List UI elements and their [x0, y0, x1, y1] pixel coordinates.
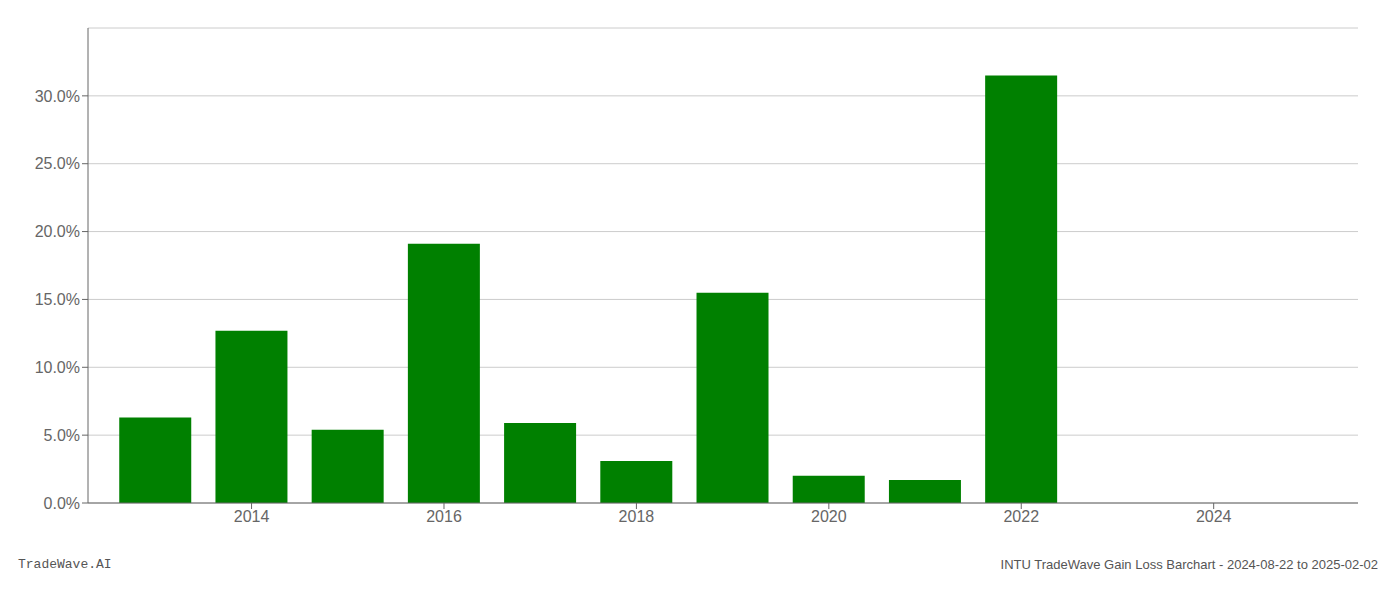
svg-text:2024: 2024	[1196, 508, 1232, 525]
svg-text:2018: 2018	[619, 508, 655, 525]
svg-text:25.0%: 25.0%	[35, 155, 80, 172]
svg-text:2022: 2022	[1003, 508, 1039, 525]
svg-text:0.0%: 0.0%	[44, 495, 80, 512]
svg-text:2020: 2020	[811, 508, 847, 525]
svg-text:15.0%: 15.0%	[35, 291, 80, 308]
html-text:TradeWave.AI: TradeWave.AI	[18, 557, 112, 572]
svg-text:20.0%: 20.0%	[35, 223, 80, 240]
svg-text:2016: 2016	[426, 508, 462, 525]
svg-text:30.0%: 30.0%	[35, 88, 80, 105]
svg-text:2014: 2014	[234, 508, 270, 525]
html-text:INTU TradeWave Gain Loss Barch: INTU TradeWave Gain Loss Barchart - 2024…	[1000, 557, 1378, 572]
svg-text:10.0%: 10.0%	[35, 359, 80, 376]
svg-text:5.0%: 5.0%	[44, 427, 80, 444]
